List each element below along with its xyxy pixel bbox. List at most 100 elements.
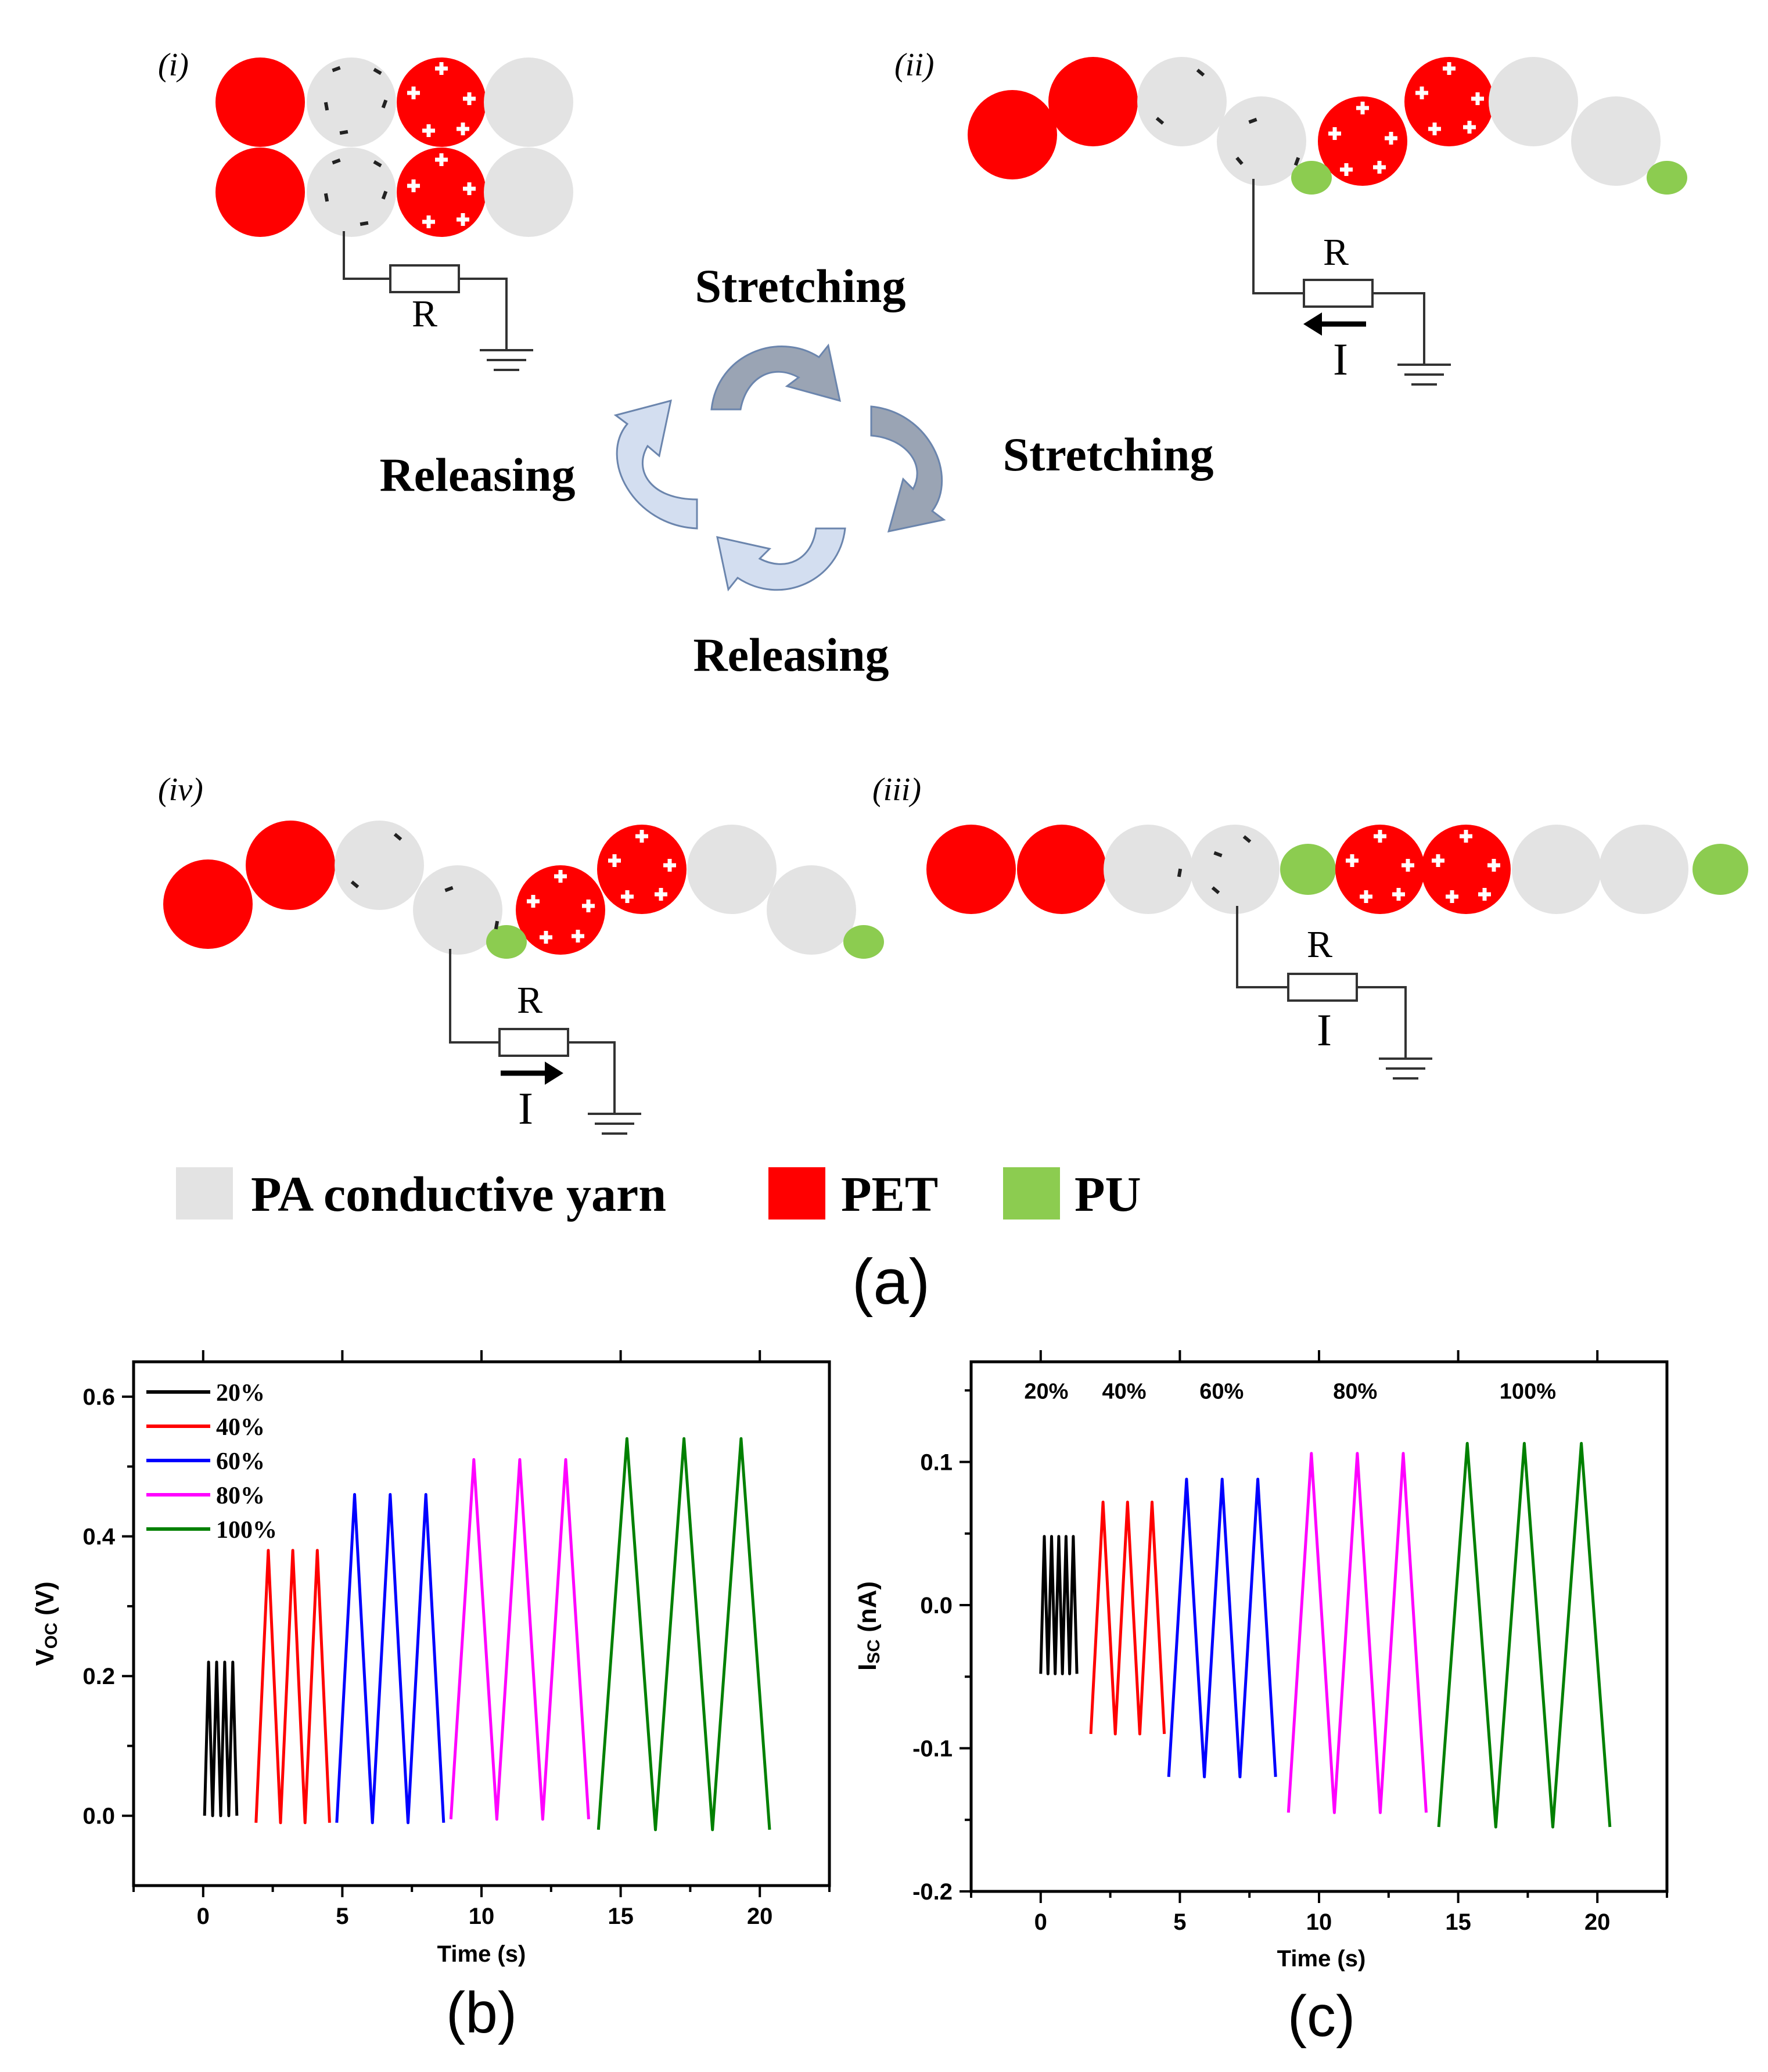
pu-particle [1692,844,1748,895]
pa-yarn [307,148,396,237]
legend-swatch-pu [1003,1167,1060,1220]
cycle-arrow-top [710,343,841,411]
circuit [1236,906,1432,1080]
y-tick-label-b: 0.6 [82,1384,115,1410]
pet-fiber [215,148,305,237]
axis-ticks-c: 0 5 10 15 20 -0.2 -0.1 0.0 0.1 [912,1350,1668,1935]
stage-i: (i) [158,47,573,371]
legend-swatch-pa [176,1167,233,1220]
y-tick-label-c: -0.1 [912,1736,953,1762]
legend-label-pa: PA conductive yarn [251,1166,666,1222]
series-line-20pct [1039,1535,1079,1675]
pa-yarn [1599,825,1688,914]
legend-swatch-pet [768,1167,825,1220]
negative-charges [350,833,500,930]
pet-fiber [1017,825,1106,914]
pu-particle [1280,844,1336,895]
legend-label-100pct: 100% [216,1517,277,1544]
circuit [343,231,533,371]
y-tick-label-b: 0.2 [82,1664,115,1689]
x-tick-label-b: 5 [336,1904,348,1929]
current-label: I [518,1083,533,1134]
annotation-20pct: 20% [1024,1379,1068,1404]
circuit [449,949,641,1135]
series-line-100pct [1437,1442,1612,1829]
legend-label-20pct: 20% [216,1380,265,1406]
pu-particle [1291,161,1332,195]
resistor-label: R [1307,923,1332,966]
y-tick-label-b: 0.0 [82,1804,115,1829]
series-group-b [203,1437,771,1832]
pa-yarn [1104,825,1193,914]
cycle-diagram [613,343,946,592]
pa-yarn [1190,825,1280,914]
circuit [1252,179,1451,386]
pet-fiber [246,821,335,910]
x-tick-label-b: 10 [469,1904,495,1929]
cycle-label-left: Releasing [379,448,575,501]
stage-i-label: (i) [158,47,189,83]
pet-fiber [215,57,305,147]
pa-yarn [767,865,856,955]
x-tick-label-c: 10 [1306,1909,1332,1935]
panel-c: 0 5 10 15 20-0.2-0.10.00.1 20% 40% 60% 80% 100% … [853,1350,1669,2049]
pet-fiber [163,859,253,949]
pa-yarn [1512,825,1601,914]
resistor-label: R [412,293,437,335]
x-tick-label-b: 0 [197,1904,210,1929]
legend-label-pet: PET [841,1166,938,1222]
x-axis-label-b: Time (s) [437,1941,526,1967]
pet-fiber [1335,825,1425,914]
x-tick-label-b: 15 [608,1904,634,1929]
pet-fiber [1421,825,1511,914]
y-tick-label-c: 0.0 [920,1593,953,1618]
cycle-label-bottom: Releasing [693,628,889,681]
pa-yarn [1137,57,1227,146]
pa-yarn [687,825,777,914]
axis-ticks-b: 0 5 10 15 20 0.0 0.2 0.4 0.6 [82,1350,831,1929]
cycle-arrow-bottom [716,527,846,592]
pu-particle [486,925,527,959]
x-axis-label-c: Time (s) [1277,1946,1366,1972]
pa-yarn [1489,57,1578,146]
current-arrow-left [1303,312,1366,336]
pa-yarn [413,865,502,955]
pet-fiber [968,90,1057,179]
caption-b: (b) [446,1980,517,2045]
annotations-c: 20% 40% 60% 80% 100% [1024,1379,1556,1404]
legend-label-60pct: 60% [216,1448,265,1475]
resistor-label: R [517,979,542,1021]
pet-fiber [516,865,605,955]
y-axis-label-c: ISC (nA) [853,1581,883,1671]
series-line-40pct [254,1549,331,1825]
pu-particle [1647,161,1687,195]
annotation-100pct: 100% [1500,1379,1556,1404]
x-tick-label-c: 20 [1584,1909,1611,1935]
series-line-60pct [335,1493,445,1825]
annotation-60pct: 60% [1199,1379,1244,1404]
pa-yarn [484,57,573,147]
y-tick-label-c: 0.1 [920,1450,953,1476]
series-line-40pct [1089,1501,1166,1736]
x-tick-label-c: 5 [1173,1909,1186,1935]
current-label: I [1317,1005,1332,1055]
y-tick-label-b: 0.4 [82,1524,115,1550]
pa-yarn [335,821,424,910]
stage-iii-label: (iii) [872,772,921,808]
stage-iii: (iii) [872,772,1748,1080]
y-axis-label-b: VOC (V) [31,1581,61,1665]
pa-yarn [484,148,573,237]
series-line-60pct [1167,1477,1277,1779]
legend-label-pu: PU [1075,1166,1141,1222]
caption-a: (a) [852,1246,930,1318]
series-line-80pct [1287,1452,1428,1814]
series-group-c [1039,1442,1612,1829]
annotation-40pct: 40% [1102,1379,1147,1404]
panel-a: (i) [158,47,1748,1318]
series-line-20pct [203,1660,239,1818]
panel-b: 0 5 10 15 20 0.0 0.2 0.4 0.6 20% 40% 60% 80% 100% VO… [31,1350,831,2045]
series-line-80pct [449,1458,590,1821]
negative-charges [1177,835,1252,894]
cycle-arrow-right [870,405,946,533]
